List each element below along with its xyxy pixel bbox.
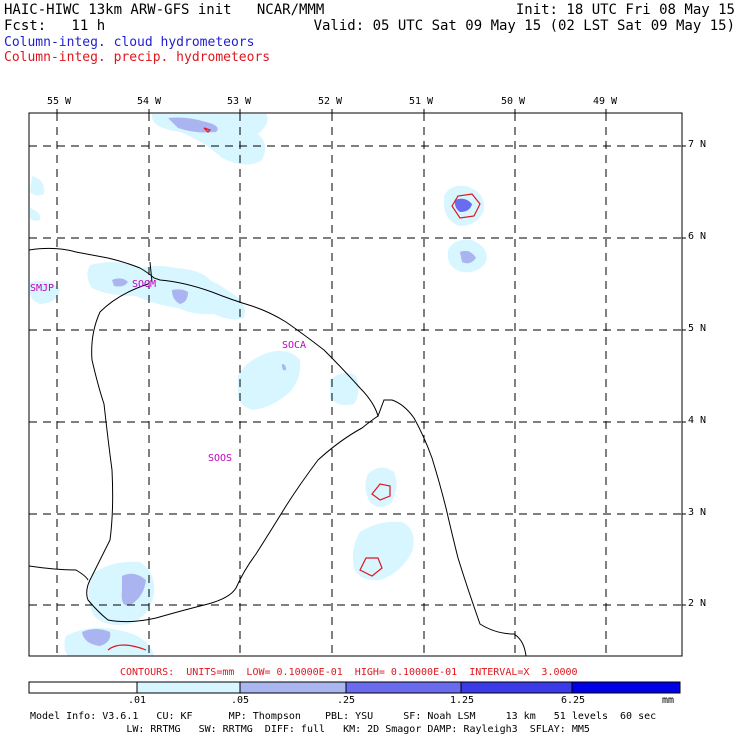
map-frame xyxy=(28,112,683,657)
lat-label: 7 N xyxy=(688,139,707,150)
lon-label: 51 W xyxy=(409,96,434,107)
lat-label: 6 N xyxy=(688,231,707,242)
station-soos: SOOS xyxy=(208,453,233,464)
model-info-line1: Model Info: V3.6.1 CU: KF MP: Thompson P… xyxy=(30,711,657,722)
legend-precip-label: Column-integ. precip. hydrometeors xyxy=(4,50,271,65)
colorbar-tick: .25 xyxy=(337,695,356,706)
colorbar-tick: .01 xyxy=(128,695,147,706)
lon-label: 49 W xyxy=(593,96,618,107)
plot-title: HAIC-HIWC 13km ARW-GFS init NCAR/MMM xyxy=(4,2,325,18)
model-info-line2: LW: RRTMG SW: RRTMG DIFF: full KM: 2D Sm… xyxy=(30,724,590,735)
station-sogm: SOGM xyxy=(132,279,157,290)
colorbar-tick: .05 xyxy=(231,695,250,706)
station-soca: SOCA xyxy=(282,340,307,351)
legend-cloud-label: Column-integ. cloud hydrometeors xyxy=(4,35,255,50)
lat-label: 3 N xyxy=(688,507,707,518)
colorbar-units: mm xyxy=(662,695,675,706)
init-time: Init: 18 UTC Fri 08 May 15 xyxy=(515,2,735,18)
forecast-hour: Fcst: 11 h xyxy=(4,18,106,34)
lat-lon-grid xyxy=(29,113,682,656)
valid-time: Valid: 05 UTC Sat 09 May 15 (02 LST Sat … xyxy=(313,18,735,34)
station-smjp: SMJP xyxy=(30,283,55,294)
colorbar xyxy=(28,681,681,694)
lon-ticks xyxy=(56,109,607,113)
lat-label: 4 N xyxy=(688,415,707,426)
colorbar-tick: 6.25 xyxy=(561,695,586,706)
lon-label: 54 W xyxy=(137,96,162,107)
lon-label: 53 W xyxy=(227,96,252,107)
colorbar-tick: 1.25 xyxy=(450,695,475,706)
lon-label: 50 W xyxy=(501,96,526,107)
lon-label: 52 W xyxy=(318,96,343,107)
lat-ticks xyxy=(682,145,686,606)
lat-label: 5 N xyxy=(688,323,707,334)
coastline xyxy=(29,247,527,656)
lat-label: 2 N xyxy=(688,598,707,609)
contours-info: CONTOURS: UNITS=mm LOW= 0.10000E-01 HIGH… xyxy=(120,667,578,678)
lon-label: 55 W xyxy=(47,96,72,107)
hydrometeor-field xyxy=(30,114,487,656)
